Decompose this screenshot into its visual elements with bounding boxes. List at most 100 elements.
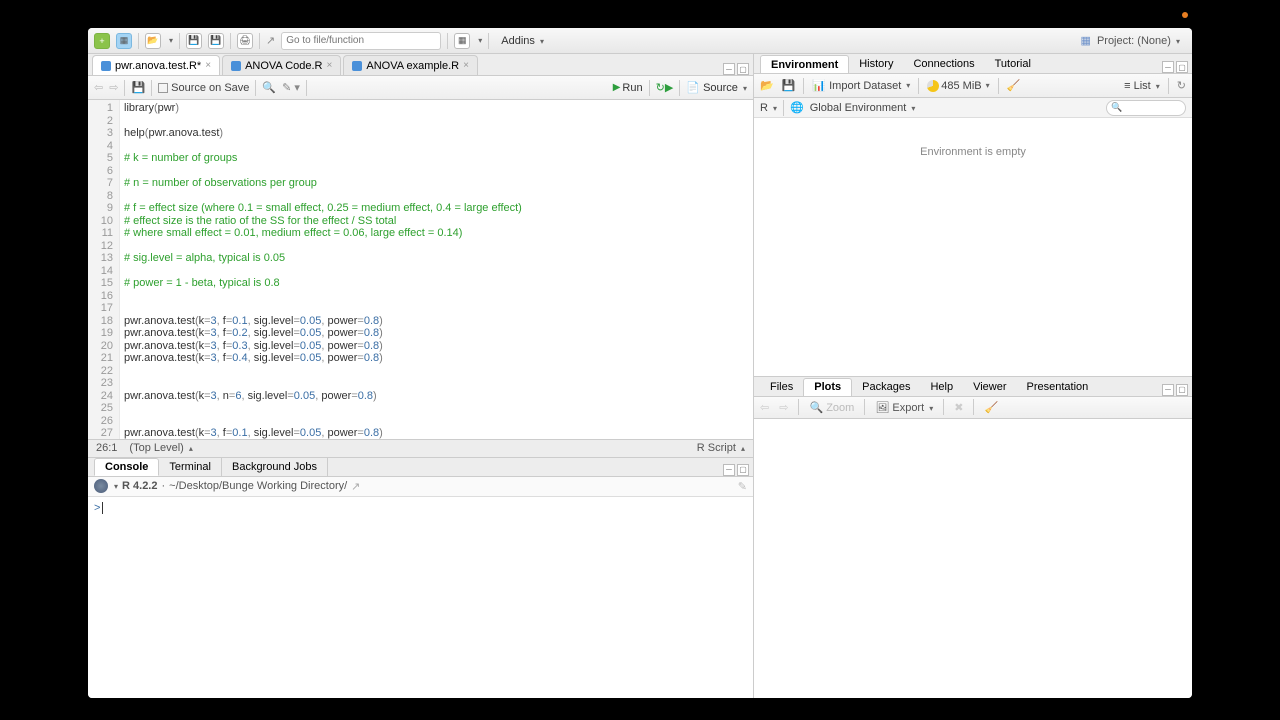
maximize-plots-button[interactable]: ▢ <box>1176 384 1188 396</box>
env-empty-label: Environment is empty <box>920 146 1026 158</box>
env-lang-selector[interactable]: R ▾ <box>760 102 777 114</box>
plots-tabbar: FilesPlotsPackagesHelpViewerPresentation… <box>754 377 1192 397</box>
save-file-button[interactable]: 💾 <box>131 81 145 94</box>
r-version-label: R 4.2.2 <box>122 480 157 492</box>
console-tab[interactable]: Terminal <box>159 458 222 476</box>
env-tab[interactable]: Connections <box>903 55 984 73</box>
minimize-editor-button[interactable]: ─ <box>723 63 735 75</box>
tab-label: ANOVA Code.R <box>245 60 322 72</box>
editor-sub-toolbar: ⇦ ⇨ 💾 Source on Save 🔍 ✎ ▾ ▶Run ↻▶ 📄 So <box>88 76 753 100</box>
project-icon: ▦ <box>1081 34 1091 47</box>
back-button[interactable]: ⇦ <box>94 81 103 94</box>
print-button[interactable]: 🖨 <box>237 33 253 49</box>
console-info-bar: ▾ R 4.2.2 · ~/Desktop/Bunge Working Dire… <box>88 477 753 497</box>
plots-tab[interactable]: Files <box>760 378 803 396</box>
list-view-button[interactable]: ≡ List ▾ <box>1124 80 1160 92</box>
maximize-console-button[interactable]: ▢ <box>737 464 749 476</box>
main-toolbar: + ▦ 📂 ▾ 💾 💾 🖨 ↗ ▦ ▾ Addins ▾ ▦ Project: … <box>88 28 1192 54</box>
r-file-icon <box>101 61 111 71</box>
minimize-env-button[interactable]: ─ <box>1162 61 1174 73</box>
env-tab[interactable]: History <box>849 55 903 73</box>
close-tab-icon[interactable]: × <box>205 60 211 71</box>
grid-button[interactable]: ▦ <box>454 33 470 49</box>
run-button[interactable]: ▶Run <box>613 82 643 94</box>
wand-button[interactable]: ✎ ▾ <box>282 81 300 94</box>
minimize-plots-button[interactable]: ─ <box>1162 384 1174 396</box>
plots-tab[interactable]: Help <box>920 378 963 396</box>
env-scope-selector[interactable]: Global Environment ▾ <box>810 102 916 114</box>
env-tab[interactable]: Environment <box>760 55 849 73</box>
tab-label: pwr.anova.test.R* <box>115 60 201 72</box>
globe-icon: 🌐 <box>790 101 804 114</box>
plots-tab[interactable]: Presentation <box>1017 378 1099 396</box>
forward-button[interactable]: ⇨ <box>109 81 118 94</box>
project-menu[interactable]: Project: (None) ▾ <box>1097 35 1186 47</box>
env-tab[interactable]: Tutorial <box>985 55 1041 73</box>
refresh-env-button[interactable]: ↻ <box>1177 79 1186 92</box>
editor-status-bar: 26:1 (Top Level) ▴ R Script ▴ <box>88 439 753 457</box>
file-type-indicator[interactable]: R Script ▴ <box>697 442 745 454</box>
goto-icon: ↗ <box>266 34 275 47</box>
addins-menu[interactable]: Addins ▾ <box>495 35 550 47</box>
new-project-button[interactable]: ▦ <box>116 33 132 49</box>
minimize-console-button[interactable]: ─ <box>723 464 735 476</box>
save-all-button[interactable]: 💾 <box>208 33 224 49</box>
clear-console-button[interactable]: ✎ <box>738 480 747 493</box>
open-file-button[interactable]: 📂 <box>145 33 161 49</box>
plots-toolbar: ⇦ ⇨ 🔍 Zoom 🖼 Export ▾ ✖ 🧹 <box>754 397 1192 419</box>
editor-tab[interactable]: pwr.anova.test.R* × <box>92 55 220 75</box>
recording-indicator <box>1182 12 1188 18</box>
source-button[interactable]: 📄 Source ▾ <box>686 81 747 94</box>
export-button[interactable]: 🖼 Export ▾ <box>875 401 933 414</box>
maximize-env-button[interactable]: ▢ <box>1176 61 1188 73</box>
plots-tab[interactable]: Plots <box>803 378 852 396</box>
r-logo-icon <box>94 479 108 493</box>
cursor-position: 26:1 <box>96 442 117 454</box>
editor-tab[interactable]: ANOVA Code.R × <box>222 55 341 75</box>
maximize-editor-button[interactable]: ▢ <box>737 63 749 75</box>
remove-plot-button[interactable]: ✖ <box>954 401 963 414</box>
code-editor[interactable]: 1234567891011121314151617181920212223242… <box>88 100 753 439</box>
source-on-save-checkbox[interactable]: Source on Save <box>158 82 249 94</box>
console-tabbar: ConsoleTerminalBackground Jobs ─ ▢ <box>88 457 753 477</box>
console-tab[interactable]: Console <box>94 458 159 476</box>
clear-plots-button[interactable]: 🧹 <box>984 401 998 414</box>
plots-tab[interactable]: Viewer <box>963 378 1016 396</box>
env-tabbar: EnvironmentHistoryConnectionsTutorial ─ … <box>754 54 1192 74</box>
prev-plot-button[interactable]: ⇦ <box>760 401 769 414</box>
save-workspace-button[interactable]: 💾 <box>782 79 796 92</box>
env-scope-bar: R ▾ 🌐 Global Environment ▾ 🔍 <box>754 98 1192 118</box>
r-file-icon <box>231 61 241 71</box>
goto-input[interactable] <box>281 32 441 50</box>
wd-link-icon[interactable]: ↗ <box>351 480 360 493</box>
find-button[interactable]: 🔍 <box>262 81 276 94</box>
console-body[interactable]: > <box>88 497 753 699</box>
editor-tabbar: pwr.anova.test.R*×ANOVA Code.R×ANOVA exa… <box>88 54 753 76</box>
console-prompt: > <box>94 502 100 514</box>
close-tab-icon[interactable]: × <box>327 60 333 71</box>
clear-env-button[interactable]: 🧹 <box>1007 79 1021 92</box>
editor-tab[interactable]: ANOVA example.R × <box>343 55 478 75</box>
tab-label: ANOVA example.R <box>366 60 459 72</box>
console-tab[interactable]: Background Jobs <box>222 458 328 476</box>
plots-body <box>754 419 1192 699</box>
new-file-button[interactable]: + <box>94 33 110 49</box>
r-file-icon <box>352 61 362 71</box>
working-dir-label[interactable]: ~/Desktop/Bunge Working Directory/ <box>169 480 347 492</box>
plots-tab[interactable]: Packages <box>852 378 920 396</box>
save-button[interactable]: 💾 <box>186 33 202 49</box>
env-toolbar: 📂 💾 📊 Import Dataset ▾ 485 MiB ▾ 🧹 ≡ Lis… <box>754 74 1192 98</box>
env-search-input[interactable]: 🔍 <box>1106 100 1186 116</box>
open-recent-dropdown[interactable]: ▾ <box>169 36 173 45</box>
cursor <box>102 502 103 514</box>
zoom-button[interactable]: 🔍 Zoom <box>809 401 854 414</box>
rerun-button[interactable]: ↻▶ <box>656 81 674 94</box>
import-dataset-button[interactable]: 📊 Import Dataset ▾ <box>812 79 910 92</box>
next-plot-button[interactable]: ⇨ <box>779 401 788 414</box>
env-body: Environment is empty <box>754 118 1192 376</box>
close-tab-icon[interactable]: × <box>463 60 469 71</box>
scope-indicator[interactable]: (Top Level) ▴ <box>129 442 193 454</box>
memory-usage[interactable]: 485 MiB ▾ <box>927 80 989 92</box>
rstudio-window: + ▦ 📂 ▾ 💾 💾 🖨 ↗ ▦ ▾ Addins ▾ ▦ Project: … <box>88 28 1192 698</box>
load-workspace-button[interactable]: 📂 <box>760 79 774 92</box>
